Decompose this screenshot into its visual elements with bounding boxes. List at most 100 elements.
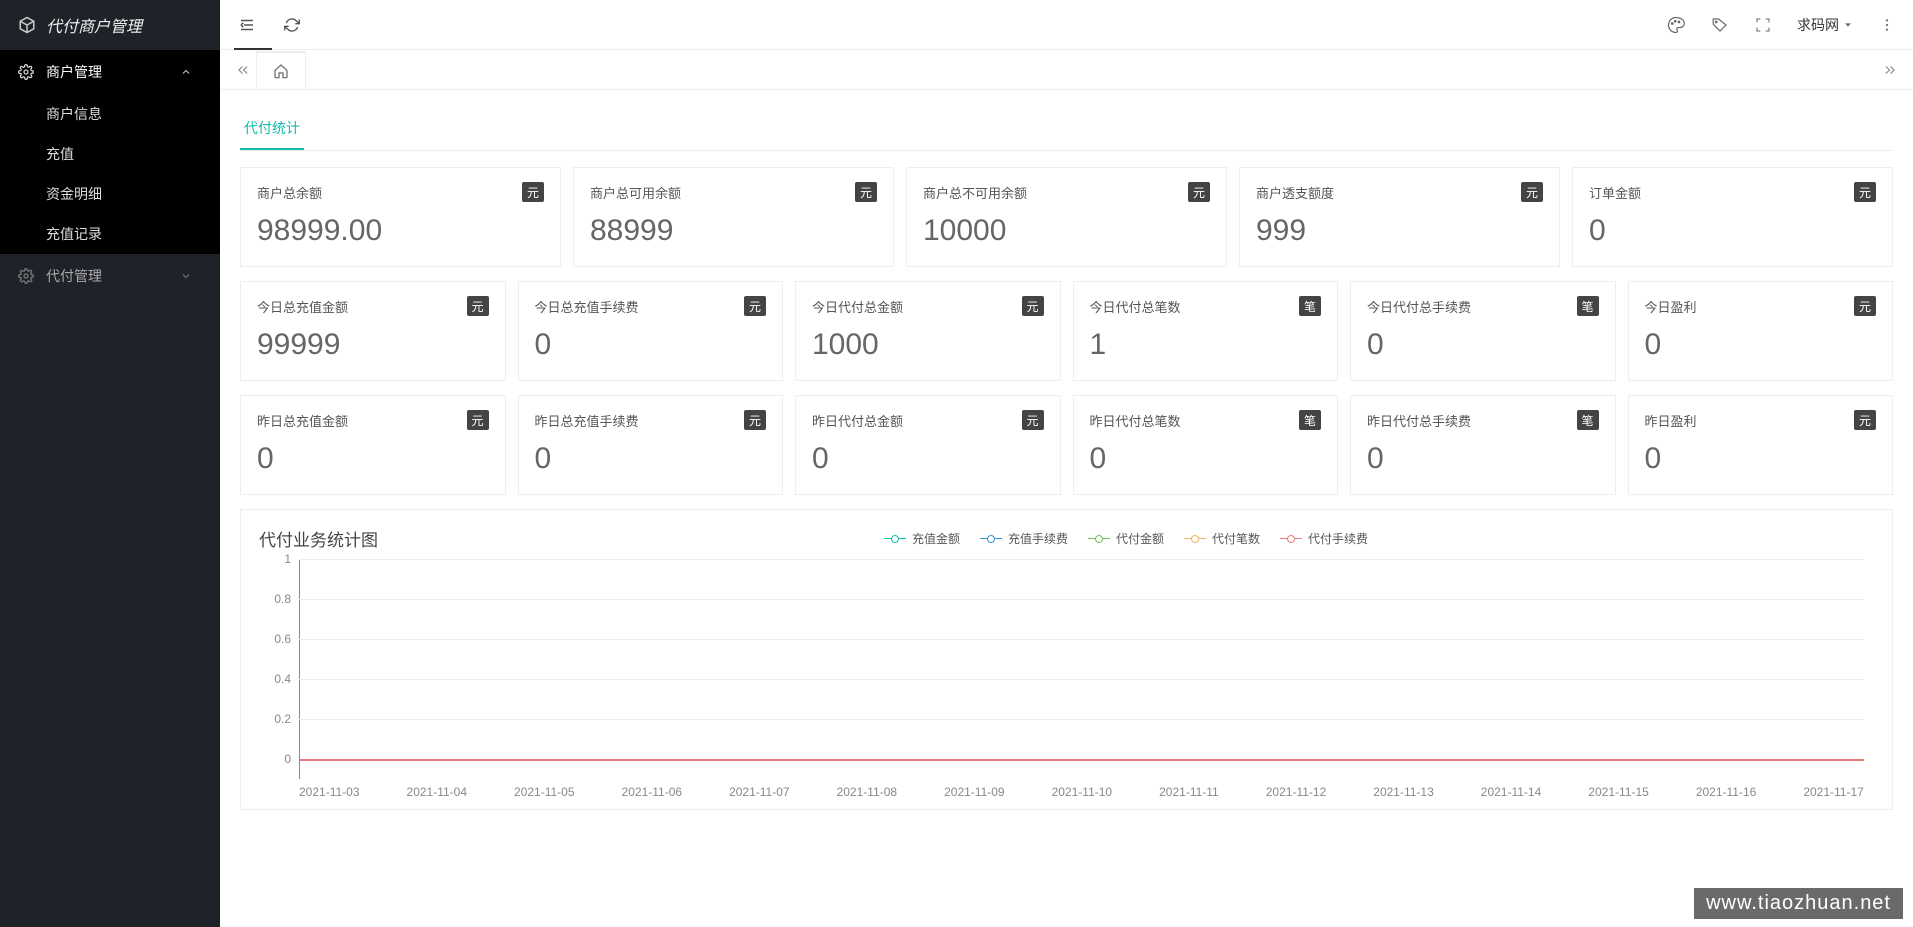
grid-line [299, 639, 1864, 640]
stat-title: 订单金额 [1589, 183, 1641, 202]
stat-card: 今日盈利 元 0 [1628, 281, 1894, 381]
legend-item[interactable]: 代付手续费 [1280, 530, 1368, 547]
stat-title: 今日总充值手续费 [535, 297, 639, 316]
stat-value: 0 [1645, 442, 1877, 476]
x-tick-label: 2021-11-04 [407, 785, 468, 799]
stat-unit: 笔 [1299, 410, 1321, 430]
chevron-up-icon [180, 66, 192, 78]
stat-title: 商户总可用余额 [590, 183, 681, 202]
stat-title: 昨日代付总手续费 [1367, 411, 1471, 430]
user-name: 求码网 [1797, 15, 1839, 35]
tab-home[interactable] [256, 51, 306, 89]
stat-unit: 元 [522, 182, 544, 202]
stat-card: 昨日总充值金额元0 [240, 395, 506, 495]
stat-title: 商户透支额度 [1256, 183, 1334, 202]
stat-value: 88999 [590, 214, 877, 248]
menu-label: 代付管理 [46, 266, 102, 286]
x-tick-label: 2021-11-13 [1373, 785, 1434, 799]
watermark: www.tiaozhuan.net [1694, 888, 1903, 919]
series-line [299, 759, 1864, 761]
stats-row-2: 今日总充值金额元99999今日总充值手续费元0今日代付总金额元1000今日代付总… [240, 281, 1893, 381]
chart-panel: 代付业务统计图 充值金额充值手续费代付金额代付笔数代付手续费 00.20.40.… [240, 509, 1893, 810]
y-axis [299, 559, 300, 779]
stat-value: 98999.00 [257, 214, 544, 248]
collapse-sidebar-button[interactable] [238, 16, 256, 34]
legend-item[interactable]: 充值手续费 [980, 530, 1068, 547]
stat-value: 0 [1645, 328, 1877, 362]
stat-unit: 元 [744, 410, 766, 430]
y-tick-label: 0.2 [274, 712, 291, 726]
submenu-recharge[interactable]: 充值 [0, 134, 220, 174]
menu-payout-mgmt[interactable]: 代付管理 [0, 254, 220, 298]
stat-unit: 元 [1854, 296, 1876, 316]
grid-line [299, 559, 1864, 560]
submenu-fund-detail[interactable]: 资金明细 [0, 174, 220, 214]
note-button[interactable] [1711, 16, 1729, 34]
refresh-button[interactable] [284, 17, 300, 33]
y-tick-label: 0.8 [274, 592, 291, 606]
stat-card: 昨日代付总手续费笔0 [1350, 395, 1616, 495]
stat-value: 0 [257, 442, 489, 476]
stat-title: 昨日代付总笔数 [1090, 411, 1181, 430]
x-tick-label: 2021-11-03 [299, 785, 360, 799]
stat-value: 999 [1256, 214, 1543, 248]
menu-fold-icon [238, 16, 256, 34]
stat-value: 0 [812, 442, 1044, 476]
stat-card: 昨日总充值手续费元0 [518, 395, 784, 495]
stats-row-1: 商户总余额元98999.00商户总可用余额元88999商户总不可用余额元1000… [240, 167, 1893, 267]
stat-unit: 元 [744, 296, 766, 316]
x-tick-label: 2021-11-15 [1588, 785, 1649, 799]
subtab-stats[interactable]: 代付统计 [240, 108, 304, 150]
cube-icon [18, 16, 36, 34]
submenu-recharge-record[interactable]: 充值记录 [0, 214, 220, 254]
menu-merchant-mgmt[interactable]: 商户管理 [0, 50, 220, 94]
grid-line [299, 599, 1864, 600]
stat-value: 10000 [923, 214, 1210, 248]
submenu-merchant-info[interactable]: 商户信息 [0, 94, 220, 134]
legend-item[interactable]: 代付金额 [1088, 530, 1164, 547]
fullscreen-button[interactable] [1755, 17, 1771, 33]
stat-title: 今日代付总笔数 [1090, 297, 1181, 316]
more-button[interactable] [1879, 17, 1895, 33]
stat-unit: 元 [467, 296, 489, 316]
stat-unit: 元 [1022, 296, 1044, 316]
home-icon [273, 63, 289, 79]
x-axis: 2021-11-03 2021-11-04 2021-11-05 2021-11-06… [299, 785, 1864, 799]
grid-line [299, 719, 1864, 720]
stat-card: 昨日盈利元0 [1628, 395, 1894, 495]
theme-button[interactable] [1667, 16, 1685, 34]
legend-label: 充值金额 [912, 530, 960, 547]
stat-unit: 元 [1854, 410, 1876, 430]
stat-title: 今日盈利 [1645, 297, 1697, 316]
stat-unit: 笔 [1577, 296, 1599, 316]
sidebar: 代付商户管理 商户管理 商户信息 充值 资金明细 充值记录 代付管理 [0, 0, 220, 927]
more-vertical-icon [1879, 17, 1895, 33]
stat-title: 今日代付总手续费 [1367, 297, 1471, 316]
grid-line [299, 679, 1864, 680]
stat-value: 0 [1367, 442, 1599, 476]
chart-body: 00.20.40.60.81 [299, 559, 1864, 779]
main-area: 求码网 代付统计 商户总余额 [220, 0, 1913, 927]
stat-value: 99999 [257, 328, 489, 362]
tabs-prev-button[interactable] [230, 63, 256, 77]
double-chevron-right-icon [1883, 63, 1897, 77]
tabs-next-button[interactable] [1877, 63, 1903, 77]
x-tick-label: 2021-11-17 [1803, 785, 1864, 799]
legend-label: 代付金额 [1116, 530, 1164, 547]
user-menu[interactable]: 求码网 [1797, 15, 1853, 35]
stat-card: 今日总充值手续费元0 [518, 281, 784, 381]
double-chevron-left-icon [236, 63, 250, 77]
topbar: 求码网 [220, 0, 1913, 50]
legend-item[interactable]: 代付笔数 [1184, 530, 1260, 547]
legend-item[interactable]: 充值金额 [884, 530, 960, 547]
x-tick-label: 2021-11-06 [622, 785, 683, 799]
app-logo: 代付商户管理 [0, 0, 220, 50]
stat-title: 商户总不可用余额 [923, 183, 1027, 202]
stat-card: 昨日代付总笔数笔0 [1073, 395, 1339, 495]
y-tick-label: 0.6 [274, 632, 291, 646]
stat-value: 0 [1367, 328, 1599, 362]
menu-label: 商户管理 [46, 62, 102, 82]
x-tick-label: 2021-11-05 [514, 785, 575, 799]
y-tick-label: 0 [284, 752, 291, 766]
stat-card: 今日代付总手续费 笔 0 [1350, 281, 1616, 381]
